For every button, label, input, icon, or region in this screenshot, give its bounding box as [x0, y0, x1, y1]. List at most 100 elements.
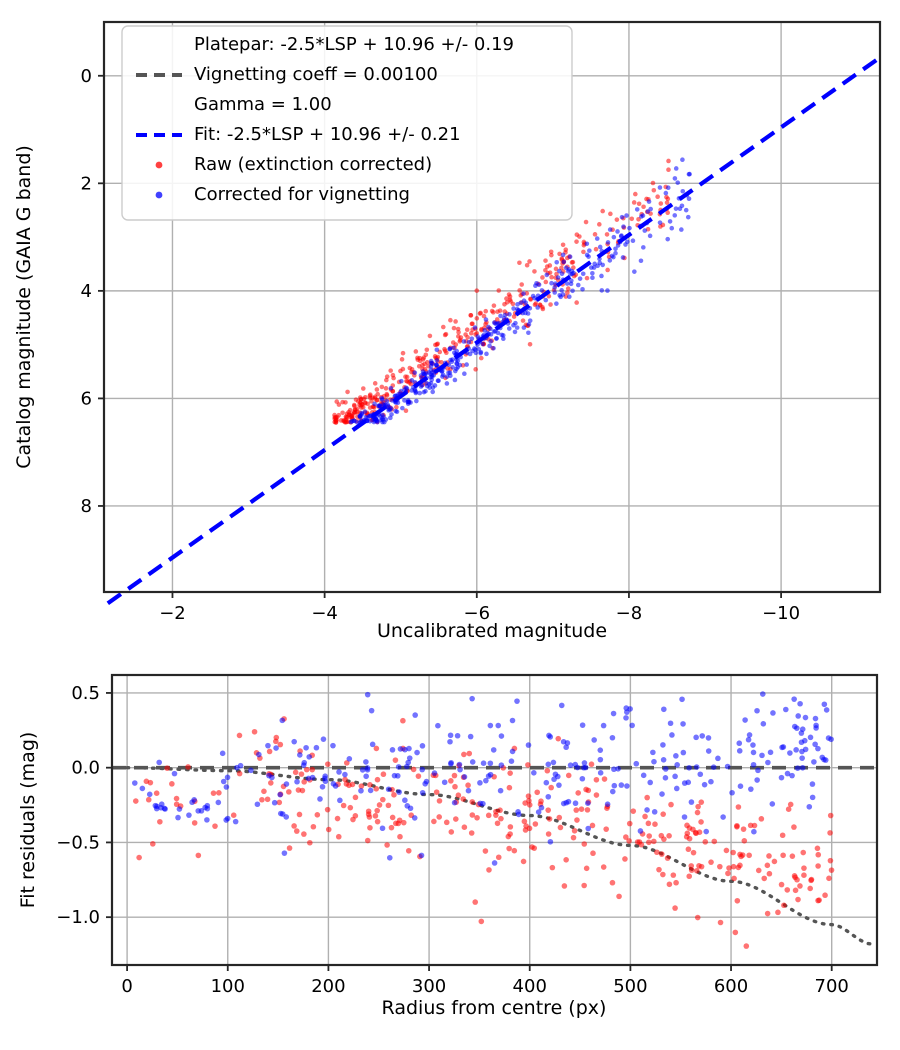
data-point — [734, 823, 740, 830]
data-point — [521, 818, 528, 825]
data-point — [515, 302, 520, 307]
data-point — [157, 818, 163, 825]
data-point — [636, 201, 642, 207]
data-point — [673, 753, 679, 759]
data-point — [523, 310, 528, 316]
data-point — [380, 771, 387, 778]
data-point — [770, 710, 776, 716]
data-point — [609, 788, 616, 795]
data-point — [422, 780, 429, 787]
data-point — [591, 737, 597, 743]
data-point — [423, 371, 429, 376]
data-point — [464, 327, 470, 333]
data-point — [395, 764, 402, 770]
top-axes-frame — [102, 20, 882, 594]
data-point — [735, 804, 742, 810]
data-point — [771, 858, 778, 865]
data-point — [131, 780, 138, 786]
data-point — [755, 867, 762, 874]
data-point — [279, 717, 286, 724]
data-point — [828, 867, 835, 873]
data-point — [435, 722, 441, 729]
data-point — [506, 784, 513, 791]
data-point — [673, 785, 680, 792]
data-point — [448, 829, 455, 835]
data-point — [645, 820, 652, 827]
data-point — [669, 732, 675, 738]
data-point — [563, 857, 569, 863]
data-point — [191, 797, 197, 803]
data-point — [750, 749, 757, 756]
legend-label: Gamma = 1.00 — [194, 94, 332, 115]
data-point — [338, 418, 344, 423]
data-point — [511, 322, 516, 328]
data-point — [350, 816, 356, 823]
data-point — [383, 386, 389, 391]
data-point — [497, 787, 504, 794]
data-point — [655, 194, 660, 199]
data-point — [346, 782, 352, 789]
bottom-tick-labels: 0 100 200 300 400 500 600 700 0.5 0.0 −0.5 −1.0 — [56, 683, 849, 997]
data-point — [469, 321, 475, 327]
data-point — [600, 864, 607, 870]
data-point — [419, 743, 426, 749]
data-point — [492, 328, 498, 334]
data-point — [474, 316, 480, 321]
data-point — [386, 406, 391, 412]
data-point — [491, 320, 497, 325]
data-point — [521, 325, 527, 330]
data-point — [510, 301, 516, 307]
data-point — [164, 765, 170, 771]
data-point — [367, 824, 373, 831]
data-point — [590, 275, 595, 281]
data-point — [273, 745, 279, 751]
data-point — [599, 288, 605, 293]
data-point — [403, 408, 409, 414]
data-point — [693, 734, 699, 741]
data-point — [547, 270, 553, 275]
data-point — [495, 854, 502, 861]
data-point — [372, 813, 379, 819]
tick-label-y: 6 — [81, 388, 92, 409]
data-point — [630, 238, 636, 243]
data-point — [453, 816, 459, 822]
data-point — [436, 814, 443, 820]
data-point — [742, 717, 748, 723]
data-point — [638, 258, 644, 264]
data-point — [389, 747, 396, 753]
data-point — [340, 410, 345, 416]
data-point — [502, 312, 508, 318]
data-point — [552, 285, 557, 290]
data-point — [381, 414, 386, 419]
data-point — [560, 242, 566, 248]
data-point — [407, 365, 413, 371]
data-point — [358, 413, 363, 418]
data-point — [814, 845, 821, 852]
data-point — [309, 766, 316, 773]
data-point — [812, 715, 819, 722]
data-point — [622, 856, 628, 862]
data-point — [374, 776, 381, 783]
fit-residuals-axes: 0 100 200 300 400 500 600 700 0.5 0.0 −0.5 −1.0 Rad… — [17, 673, 879, 1019]
data-point — [594, 236, 600, 241]
data-point — [469, 336, 475, 341]
data-point — [797, 700, 803, 707]
data-point — [807, 885, 813, 892]
data-point — [345, 389, 350, 395]
data-point — [384, 398, 390, 404]
data-point — [555, 773, 561, 780]
data-point — [397, 833, 403, 840]
data-point — [223, 817, 229, 823]
data-point — [629, 722, 635, 729]
data-point — [667, 720, 674, 727]
data-point — [469, 812, 476, 818]
data-point — [795, 713, 802, 719]
data-point — [769, 801, 776, 807]
data-point — [494, 336, 499, 341]
data-point — [375, 391, 381, 397]
data-point — [417, 390, 423, 396]
data-point — [683, 207, 689, 213]
data-point — [355, 409, 360, 415]
data-point — [586, 254, 591, 259]
